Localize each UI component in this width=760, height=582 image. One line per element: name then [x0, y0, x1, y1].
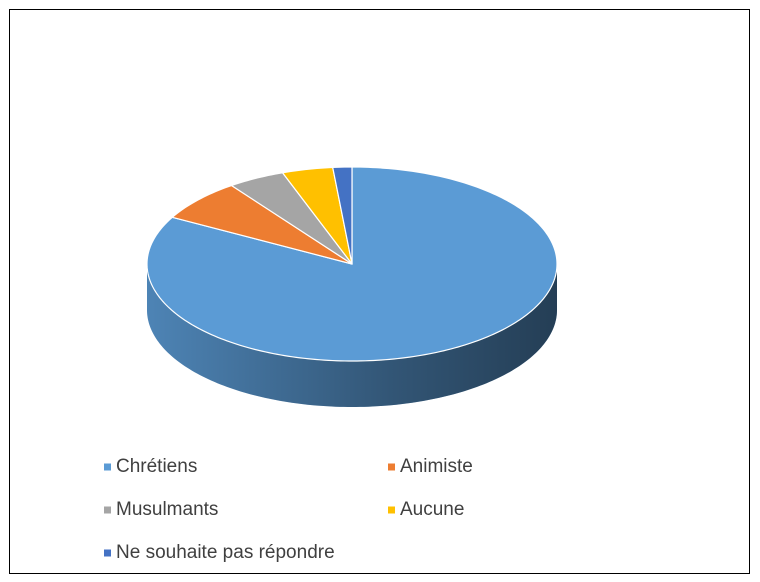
- slice: [281, 166, 353, 265]
- legend-swatch: [388, 463, 395, 471]
- legend-swatch: [104, 463, 111, 471]
- legend: Chrétiens Animiste Musulmants Aucune Ne souh…: [104, 456, 473, 563]
- slice: [171, 184, 353, 265]
- legend-swatch: [104, 549, 111, 557]
- legend-swatch: [104, 506, 111, 514]
- slice: [332, 166, 353, 265]
- legend-label: Ne souhaite pas répondre: [116, 542, 335, 563]
- slice-side-shade: [147, 264, 557, 407]
- legend-label: Animiste: [400, 456, 473, 477]
- legend-label: Aucune: [400, 499, 464, 520]
- pie: [146, 166, 558, 407]
- legend-swatch: [388, 506, 395, 514]
- slice: [230, 172, 353, 265]
- legend-label: Musulmants: [116, 499, 218, 520]
- legend-label: Chrétiens: [116, 456, 197, 477]
